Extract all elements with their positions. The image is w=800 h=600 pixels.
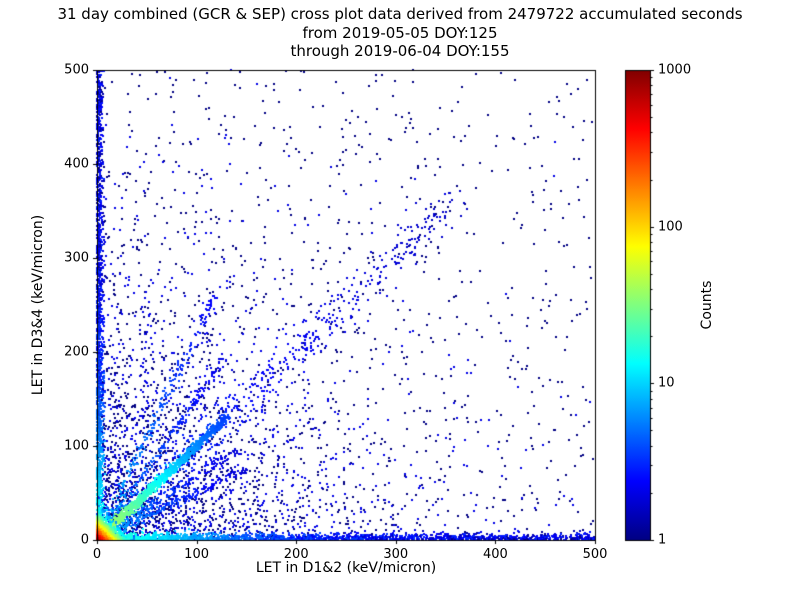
y-tick-label: 100 — [64, 438, 89, 454]
chart-title: 31 day combined (GCR & SEP) cross plot d… — [57, 5, 743, 23]
colorbar-tick-label: 1 — [658, 532, 667, 548]
colorbar-tick-label: 1000 — [658, 62, 692, 78]
x-axis-label: LET in D1&2 (keV/micron) — [255, 560, 437, 576]
x-tick-label: 500 — [582, 547, 608, 562]
y-tick-label: 0 — [80, 532, 89, 548]
y-tick-label: 200 — [64, 344, 89, 360]
x-tick-label: 100 — [184, 547, 210, 562]
x-tick-label: 200 — [283, 547, 309, 562]
y-tick-label: 500 — [64, 62, 89, 78]
colorbar-tick-label: 10 — [658, 375, 675, 391]
colorbar-tick-label: 100 — [658, 219, 683, 235]
colorbar-label: Counts — [699, 280, 715, 330]
x-tick-label: 300 — [383, 547, 409, 562]
y-axis-label: LET in D3&4 (keV/micron) — [30, 214, 46, 396]
y-tick-label: 300 — [64, 250, 89, 266]
x-tick-label: 400 — [482, 547, 508, 562]
x-tick-label: 0 — [92, 547, 102, 562]
chart-subtitle-through: through 2019-06-04 DOY:155 — [290, 42, 510, 60]
chart-subtitle-from: from 2019-05-05 DOY:125 — [302, 24, 498, 42]
y-tick-label: 400 — [64, 156, 89, 172]
